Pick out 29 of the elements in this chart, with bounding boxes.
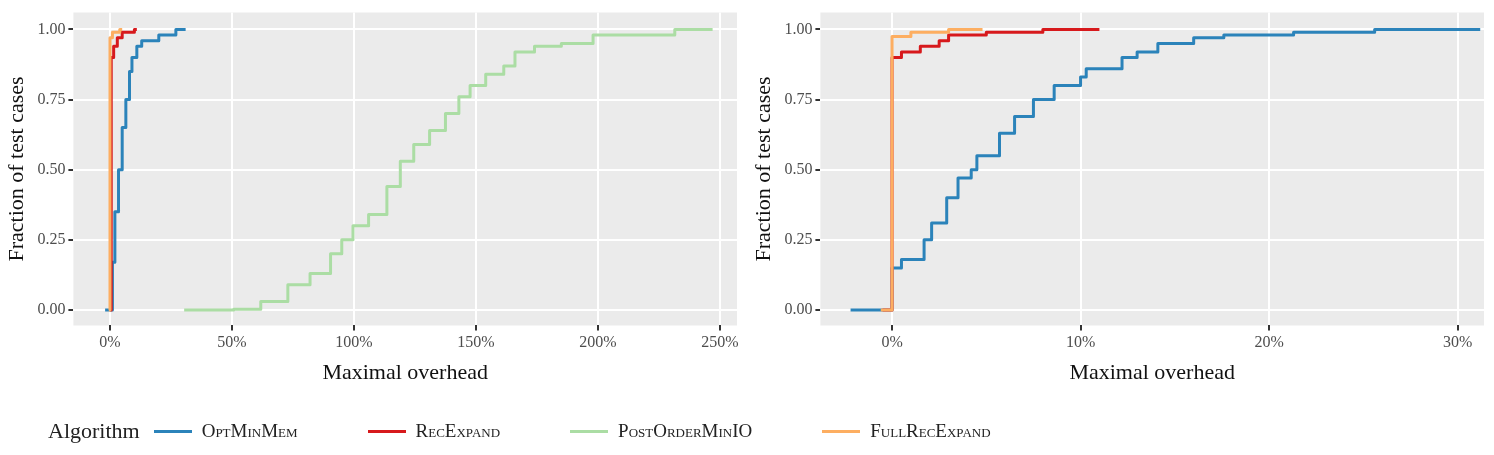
x-tick-label: 30% (1442, 333, 1473, 351)
x-tick-label: 0% (99, 333, 121, 351)
y-tick-label: 0.00 (37, 300, 66, 318)
legend-label: OptMinMem (201, 420, 298, 442)
x-tick-label: 150% (457, 333, 495, 351)
y-tick-label: 0.75 (37, 89, 66, 107)
legend-label: FullRecExpand (870, 420, 991, 442)
x-tick-label: 20% (1254, 333, 1284, 351)
x-axis-title: Maximal overhead (322, 358, 488, 384)
x-tick-label: 50% (217, 333, 247, 351)
y-tick-label: 0.75 (784, 89, 813, 107)
y-tick-label: 1.00 (37, 19, 66, 37)
y-axis-title: Fraction of test cases (749, 76, 775, 262)
y-axis-title: Fraction of test cases (2, 76, 28, 262)
y-tick-label: 0.25 (784, 230, 813, 248)
legend-title: Algorithm (48, 418, 140, 444)
x-tick-label: 0% (881, 333, 903, 351)
x-tick-label: 200% (579, 333, 617, 351)
legend-label: RecExpand (415, 420, 501, 442)
y-tick-label: 0.50 (37, 159, 66, 177)
y-tick-label: 1.00 (784, 19, 813, 37)
x-axis-title: Maximal overhead (1069, 358, 1235, 384)
x-tick-label: 250% (701, 333, 739, 351)
y-tick-label: 0.00 (784, 300, 813, 318)
x-tick-label: 10% (1065, 333, 1096, 351)
x-tick-label: 100% (335, 333, 373, 351)
legend-label: PostOrderMinIO (618, 420, 753, 442)
y-tick-label: 0.50 (784, 159, 813, 177)
y-tick-label: 0.25 (37, 230, 66, 248)
